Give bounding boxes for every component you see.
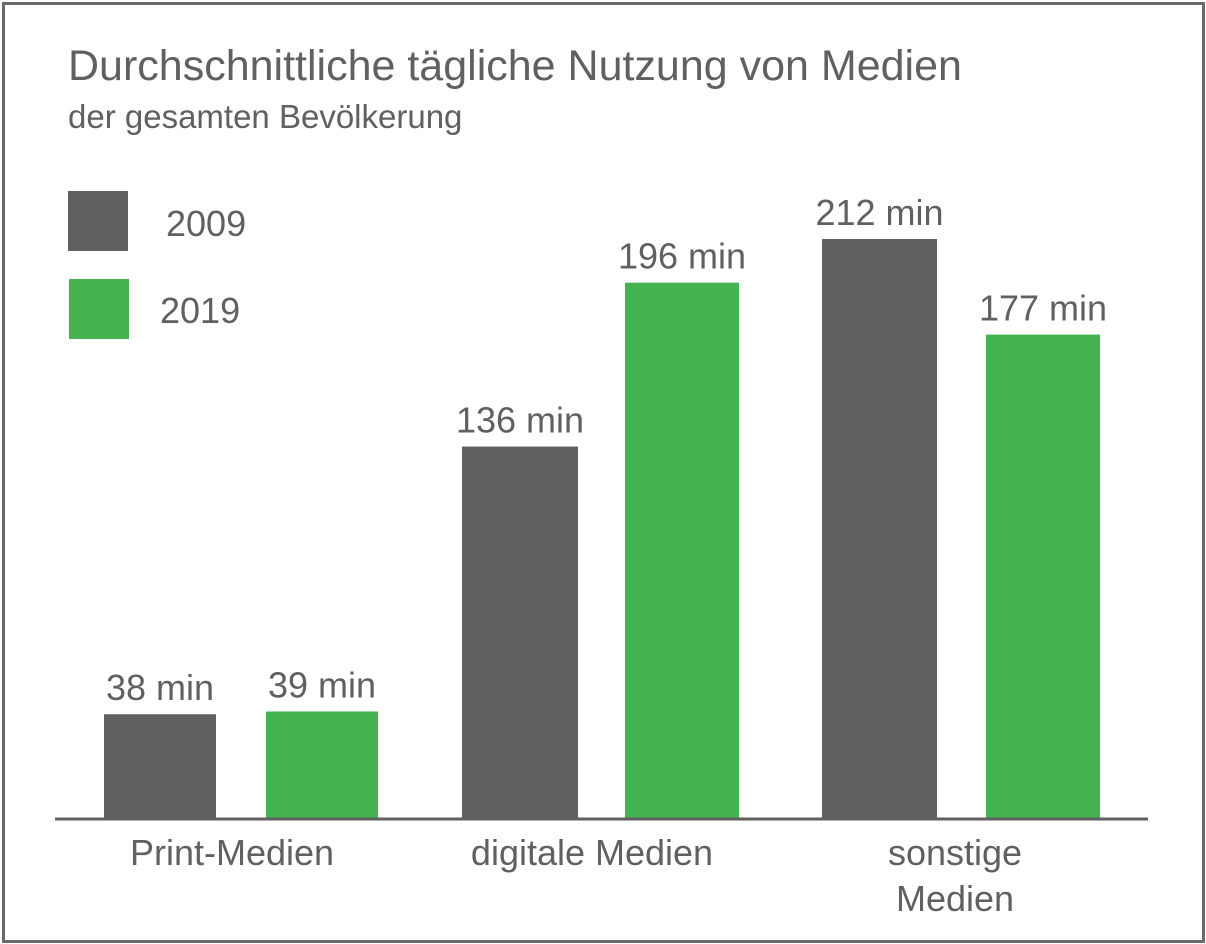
category-label: Medien	[896, 878, 1014, 919]
bar-2019-0	[266, 711, 378, 818]
legend-swatch-2009	[68, 191, 128, 251]
chart-title: Durchschnittliche tägliche Nutzung von M…	[68, 42, 962, 90]
data-label: 136 min	[456, 400, 584, 441]
bar-2019-1	[625, 282, 739, 818]
data-label: 39 min	[268, 664, 376, 705]
data-label: 177 min	[979, 288, 1107, 329]
bar-2009-0	[104, 714, 216, 818]
bar-2009-1	[462, 446, 578, 818]
data-label: 38 min	[106, 667, 214, 708]
category-label: digitale Medien	[471, 832, 713, 873]
legend-swatch-2019	[69, 279, 129, 339]
category-label: Print-Medien	[130, 832, 334, 873]
data-label: 212 min	[815, 192, 943, 233]
legend-label-2019: 2019	[160, 290, 240, 331]
chart-subtitle: der gesamten Bevölkerung	[68, 98, 462, 135]
data-label: 196 min	[618, 236, 746, 277]
legend-label-2009: 2009	[166, 203, 246, 244]
bar-2009-2	[822, 239, 937, 818]
bar-2019-2	[986, 334, 1100, 818]
category-label: sonstige	[888, 832, 1022, 873]
